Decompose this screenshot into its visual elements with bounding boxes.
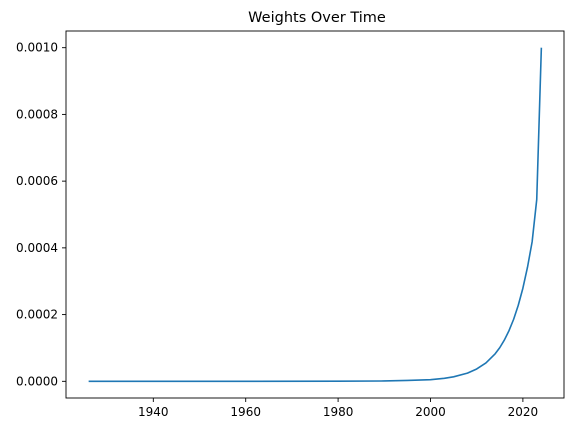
plot-area bbox=[88, 47, 543, 383]
y-tick-label: 0.0006 bbox=[16, 174, 58, 188]
y-tick-label: 0.0004 bbox=[16, 241, 58, 255]
x-tick-label: 2020 bbox=[508, 405, 539, 419]
chart-title: Weights Over Time bbox=[248, 10, 386, 26]
x-tick-label: 1980 bbox=[323, 405, 354, 419]
x-tick-label: 1940 bbox=[138, 405, 169, 419]
y-tick-label: 0.0000 bbox=[16, 374, 58, 388]
y-tick-label: 0.0010 bbox=[16, 41, 58, 55]
axes: 1940 1960 1980 2000 2020 0.0000 0.0002 0.0004 0.… bbox=[16, 30, 565, 419]
series-line-weights bbox=[88, 47, 543, 383]
x-tick-label: 2000 bbox=[415, 405, 446, 419]
axes-frame bbox=[65, 30, 565, 399]
y-tick-label: 0.0008 bbox=[16, 107, 58, 121]
x-tick-label: 1960 bbox=[230, 405, 261, 419]
y-tick-label: 0.0002 bbox=[16, 308, 58, 322]
